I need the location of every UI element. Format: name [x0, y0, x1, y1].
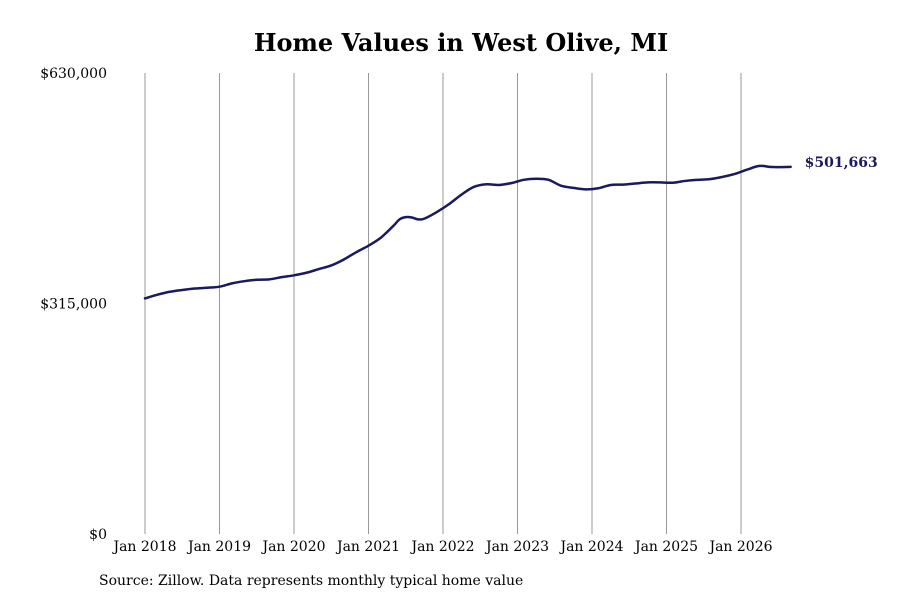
x-tick-label: Jan 2025	[633, 539, 698, 555]
x-tick-label: Jan 2019	[186, 539, 251, 555]
label-layer: $501,663	[805, 155, 878, 171]
y-axis-ticks: $0 $315,000 $630,000	[40, 66, 107, 543]
chart-title: Home Values in West Olive, MI	[253, 28, 669, 57]
series-layer	[143, 164, 792, 300]
y-tick-label: $315,000	[40, 297, 107, 313]
series-line	[143, 164, 792, 300]
x-tick-label: Jan 2018	[111, 539, 176, 555]
grid-layer	[144, 73, 742, 534]
source-note: Source: Zillow. Data represents monthly …	[99, 573, 524, 589]
x-tick-label: Jan 2021	[335, 539, 400, 555]
x-tick-label: Jan 2020	[260, 539, 325, 555]
y-tick-label: $0	[89, 527, 107, 543]
x-tick-label: Jan 2022	[409, 539, 474, 555]
x-axis-ticks: Jan 2018 Jan 2019 Jan 2020 Jan 2021 Jan 2022…	[111, 539, 772, 555]
x-tick-label: Jan 2023	[484, 539, 549, 555]
y-tick-label: $630,000	[40, 66, 107, 82]
x-tick-label: Jan 2026	[707, 539, 772, 555]
x-tick-label: Jan 2024	[558, 539, 623, 555]
end-value-label: $501,663	[805, 155, 878, 171]
